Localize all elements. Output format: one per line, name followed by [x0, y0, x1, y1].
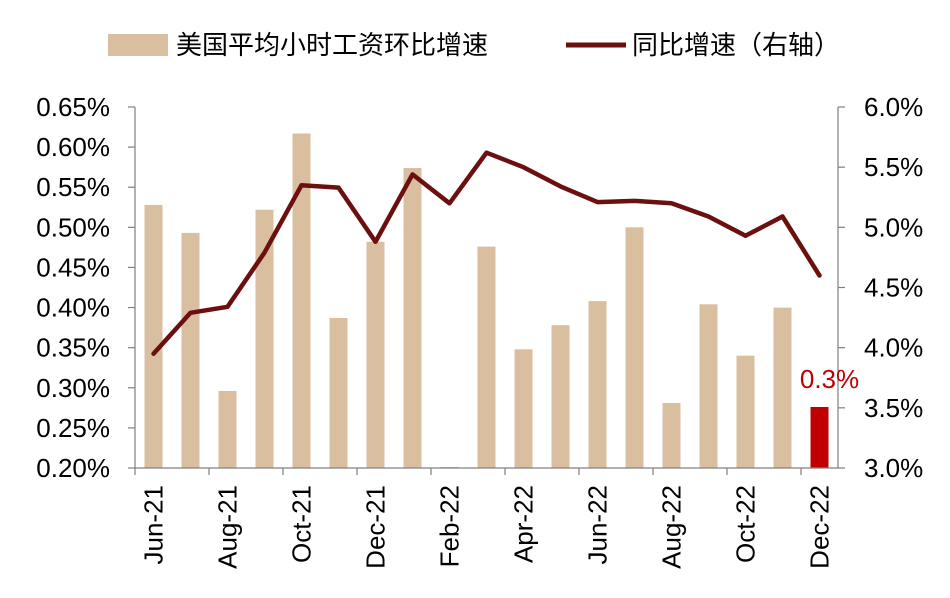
x-axis-tick-label: Dec-22: [805, 485, 835, 569]
bar: [736, 355, 755, 468]
x-axis-tick-label: Jun-22: [583, 485, 613, 565]
bar-highlight: [810, 407, 829, 468]
bar: [477, 246, 496, 468]
highlight-label: 0.3%: [800, 364, 859, 394]
bar: [551, 325, 570, 468]
bar: [218, 391, 237, 468]
left-axis-tick-label: 0.65%: [36, 92, 110, 122]
right-axis-tick-label: 3.5%: [864, 393, 923, 423]
legend-line-label: 同比增速（右轴）: [632, 31, 840, 61]
legend: 美国平均小时工资环比增速 同比增速（右轴）: [108, 31, 840, 61]
left-axis-tick-label: 0.50%: [36, 212, 110, 242]
right-axis-tick-label: 5.0%: [864, 212, 923, 242]
left-axis-tick-label: 0.55%: [36, 172, 110, 202]
bar: [699, 304, 718, 468]
annotation-group: 0.3%: [800, 364, 859, 394]
x-axis-tick-label: Apr-22: [509, 485, 539, 563]
axes-group: [128, 106, 845, 475]
bars-group: [144, 133, 829, 468]
left-axis-tick-label: 0.60%: [36, 132, 110, 162]
bar: [403, 168, 422, 468]
right-axis-tick-label: 5.5%: [864, 152, 923, 182]
right-axis-tick-label: 4.0%: [864, 333, 923, 363]
x-axis-tick-label: Oct-21: [287, 485, 317, 563]
left-axis-tick-label: 0.35%: [36, 333, 110, 363]
bar: [366, 241, 385, 468]
bar: [662, 403, 681, 468]
left-axis-tick-label: 0.25%: [36, 413, 110, 443]
x-axis-tick-label: Jun-21: [139, 485, 169, 565]
bar: [625, 227, 644, 468]
bar: [181, 232, 200, 468]
yoy-line: [151, 150, 822, 356]
left-axis-tick-label: 0.45%: [36, 252, 110, 282]
left-axis-tick-label: 0.20%: [36, 453, 110, 483]
right-axis-tick-label: 4.5%: [864, 273, 923, 303]
bar: [773, 307, 792, 468]
bar: [292, 133, 311, 468]
right-axis-tick-label: 6.0%: [864, 92, 923, 122]
right-axis-tick-label: 3.0%: [864, 453, 923, 483]
left-axis-tick-label: 0.30%: [36, 373, 110, 403]
left-axis-tick-label: 0.40%: [36, 293, 110, 323]
x-axis-tick-label: Oct-22: [731, 485, 761, 563]
x-axis-tick-label: Aug-21: [213, 485, 243, 569]
x-axis-tick-label: Feb-22: [435, 485, 465, 567]
bar: [329, 318, 348, 468]
bar: [255, 209, 274, 468]
bar: [588, 301, 607, 468]
bar: [514, 349, 533, 468]
bar: [144, 204, 163, 468]
line-group: [151, 150, 822, 356]
legend-bar-swatch: [108, 34, 168, 56]
tick-labels-group: 0.20% 0.25% 0.30% 0.35% 0.40% 0.45% 0.50% 0.55%…: [36, 92, 923, 569]
legend-bar-label: 美国平均小时工资环比增速: [176, 31, 488, 61]
x-axis-tick-label: Aug-22: [657, 485, 687, 569]
x-axis-tick-label: Dec-21: [361, 485, 391, 569]
